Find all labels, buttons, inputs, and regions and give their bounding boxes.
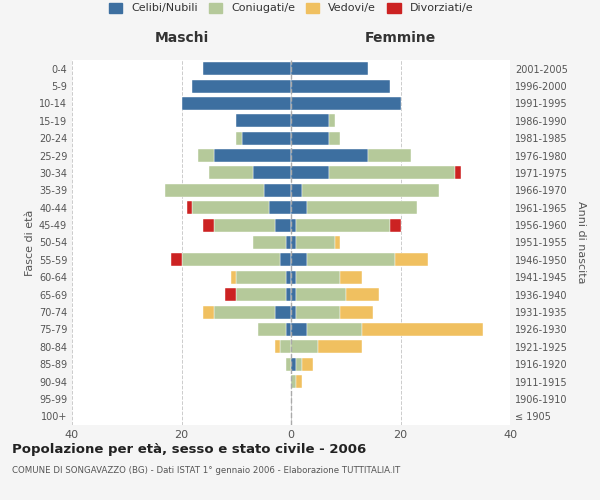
Bar [296, 375, 302, 388]
Bar [269, 201, 291, 214]
Bar [291, 236, 296, 249]
Bar [346, 288, 379, 301]
Bar [291, 340, 319, 353]
Bar [291, 132, 329, 144]
Bar [291, 288, 296, 301]
Bar [203, 62, 291, 75]
Bar [307, 323, 362, 336]
Y-axis label: Anni di nascita: Anni di nascita [576, 201, 586, 284]
Bar [165, 184, 263, 197]
Bar [242, 132, 291, 144]
Text: COMUNE DI SONGAVAZZO (BG) - Dati ISTAT 1° gennaio 2006 - Elaborazione TUTTITALIA: COMUNE DI SONGAVAZZO (BG) - Dati ISTAT 1… [12, 466, 400, 475]
Bar [455, 166, 461, 179]
Text: Popolazione per età, sesso e stato civile - 2006: Popolazione per età, sesso e stato civil… [12, 442, 366, 456]
Y-axis label: Fasce di età: Fasce di età [25, 210, 35, 276]
Bar [368, 149, 412, 162]
Bar [291, 114, 329, 128]
Text: Maschi: Maschi [154, 32, 209, 46]
Bar [258, 323, 286, 336]
Bar [291, 97, 401, 110]
Bar [291, 80, 389, 92]
Bar [307, 201, 417, 214]
Bar [291, 184, 302, 197]
Bar [214, 218, 275, 232]
Bar [181, 97, 291, 110]
Bar [291, 254, 307, 266]
Bar [231, 270, 236, 284]
Bar [236, 270, 286, 284]
Bar [296, 218, 389, 232]
Bar [253, 166, 291, 179]
Bar [296, 288, 346, 301]
Bar [286, 358, 291, 370]
Bar [291, 306, 296, 318]
Bar [291, 62, 368, 75]
Bar [286, 323, 291, 336]
Bar [291, 201, 307, 214]
Text: Femmine: Femmine [365, 32, 436, 46]
Bar [296, 358, 302, 370]
Bar [329, 114, 335, 128]
Bar [335, 236, 340, 249]
Bar [296, 306, 340, 318]
Bar [236, 288, 286, 301]
Bar [291, 358, 296, 370]
Bar [182, 254, 280, 266]
Bar [329, 166, 455, 179]
Bar [198, 149, 214, 162]
Bar [302, 358, 313, 370]
Bar [389, 218, 401, 232]
Bar [296, 236, 335, 249]
Bar [193, 80, 291, 92]
Bar [319, 340, 362, 353]
Bar [280, 254, 291, 266]
Bar [286, 236, 291, 249]
Bar [170, 254, 181, 266]
Bar [275, 218, 291, 232]
Bar [253, 236, 286, 249]
Bar [236, 114, 291, 128]
Bar [291, 166, 329, 179]
Bar [286, 270, 291, 284]
Bar [302, 184, 439, 197]
Bar [214, 306, 275, 318]
Bar [203, 306, 214, 318]
Bar [226, 288, 236, 301]
Bar [291, 270, 296, 284]
Bar [291, 323, 307, 336]
Bar [291, 375, 296, 388]
Bar [275, 306, 291, 318]
Bar [209, 166, 253, 179]
Bar [280, 340, 291, 353]
Bar [187, 201, 193, 214]
Bar [340, 270, 362, 284]
Bar [193, 201, 269, 214]
Bar [395, 254, 428, 266]
Bar [291, 218, 296, 232]
Bar [362, 323, 482, 336]
Bar [329, 132, 340, 144]
Bar [203, 218, 214, 232]
Legend: Celibi/Nubili, Coniugati/e, Vedovi/e, Divorziati/e: Celibi/Nubili, Coniugati/e, Vedovi/e, Di… [104, 0, 478, 18]
Bar [286, 288, 291, 301]
Bar [275, 340, 280, 353]
Bar [263, 184, 291, 197]
Bar [291, 149, 368, 162]
Bar [236, 132, 242, 144]
Bar [307, 254, 395, 266]
Bar [296, 270, 340, 284]
Bar [340, 306, 373, 318]
Bar [214, 149, 291, 162]
